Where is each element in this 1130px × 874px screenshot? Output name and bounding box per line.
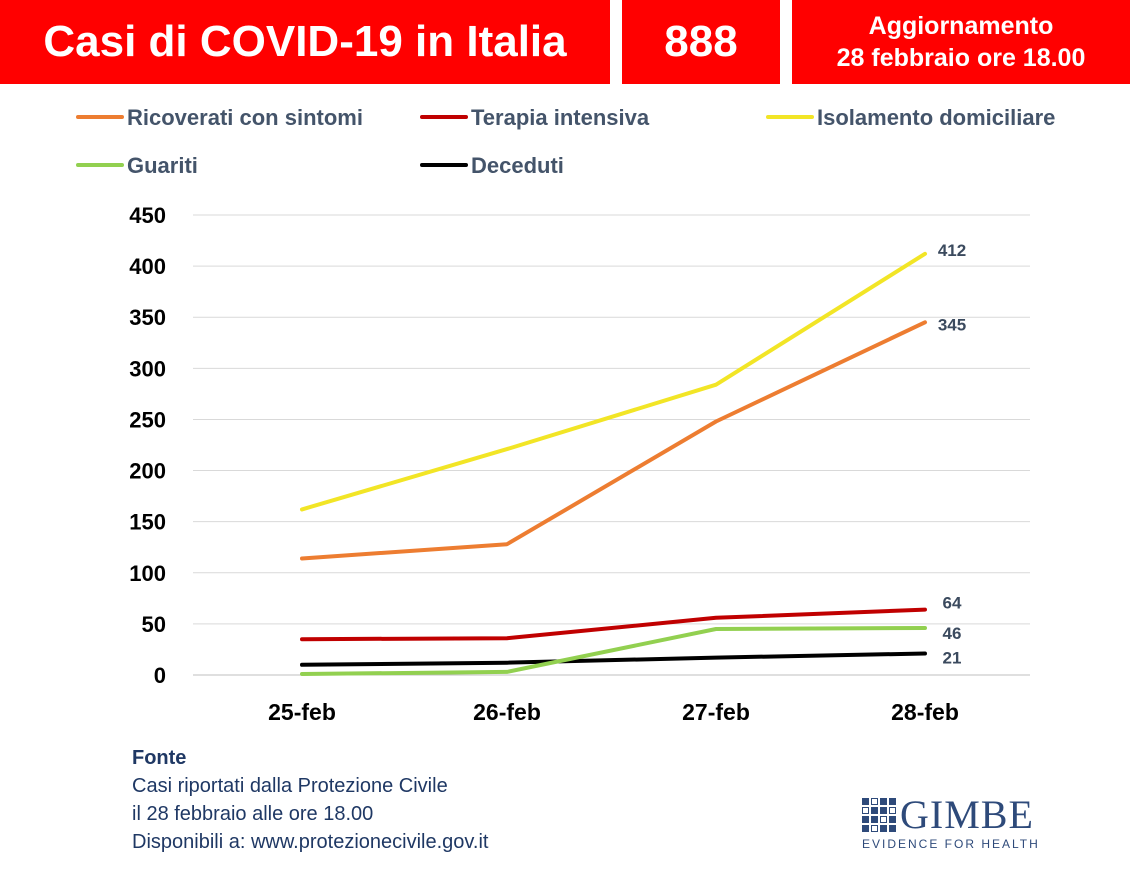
legend-label: Terapia intensiva <box>471 105 650 130</box>
series-line <box>300 320 927 561</box>
data-label: 345 <box>938 315 966 334</box>
logo-grid-icon <box>862 798 896 832</box>
data-label: 21 <box>943 649 962 668</box>
x-tick-label: 25-feb <box>268 699 336 725</box>
source-line-2: il 28 febbraio alle ore 18.00 <box>132 803 374 825</box>
update-date: 28 febbraio ore 18.00 <box>836 44 1086 72</box>
series-line <box>300 651 927 667</box>
y-tick-label: 100 <box>129 561 166 586</box>
legend-label: Isolamento domiciliare <box>817 105 1055 130</box>
data-label: 412 <box>938 241 966 260</box>
y-tick-label: 50 <box>142 612 166 637</box>
legend-label: Ricoverati con sintomi <box>127 105 363 130</box>
gimbe-logo: GIMBE EVIDENCE FOR HEALTH <box>862 795 1040 851</box>
logo-tagline: EVIDENCE FOR HEALTH <box>862 837 1040 851</box>
x-tick-label: 27-feb <box>682 699 750 725</box>
series-line <box>300 626 927 676</box>
y-tick-label: 450 <box>129 203 166 228</box>
series-line <box>300 251 927 512</box>
series-line <box>300 607 927 642</box>
source-note: Fonte Casi riportati dalla Protezione Ci… <box>132 744 488 856</box>
x-tick-label: 28-feb <box>891 699 959 725</box>
y-tick-label: 350 <box>129 305 166 330</box>
data-label: 46 <box>943 624 962 643</box>
legend-label: Guariti <box>127 153 198 178</box>
line-chart: 0 50 100 150 200 250 300 350 400 450 25-feb 26-feb 2… <box>76 105 1055 725</box>
y-tick-label: 150 <box>129 510 166 535</box>
x-tick-label: 26-feb <box>473 699 541 725</box>
update-label: Aggiornamento <box>868 12 1054 40</box>
y-tick-label: 200 <box>129 459 166 484</box>
data-label: 64 <box>943 594 962 613</box>
source-line-3: Disponibili a: www.protezionecivile.gov.… <box>132 831 489 853</box>
legend-label: Deceduti <box>471 153 564 178</box>
page-title: Casi di COVID-19 in Italia <box>0 0 610 84</box>
source-line-1: Casi riportati dalla Protezione Civile <box>132 775 448 797</box>
logo-name: GIMBE <box>900 792 1034 837</box>
case-count: 888 <box>622 0 780 84</box>
y-tick-label: 300 <box>129 356 166 381</box>
y-tick-label: 250 <box>129 407 166 432</box>
source-title: Fonte <box>132 747 187 769</box>
y-tick-label: 0 <box>154 663 166 688</box>
y-tick-label: 400 <box>129 254 166 279</box>
update-box: Aggiornamento 28 febbraio ore 18.00 <box>792 0 1130 84</box>
